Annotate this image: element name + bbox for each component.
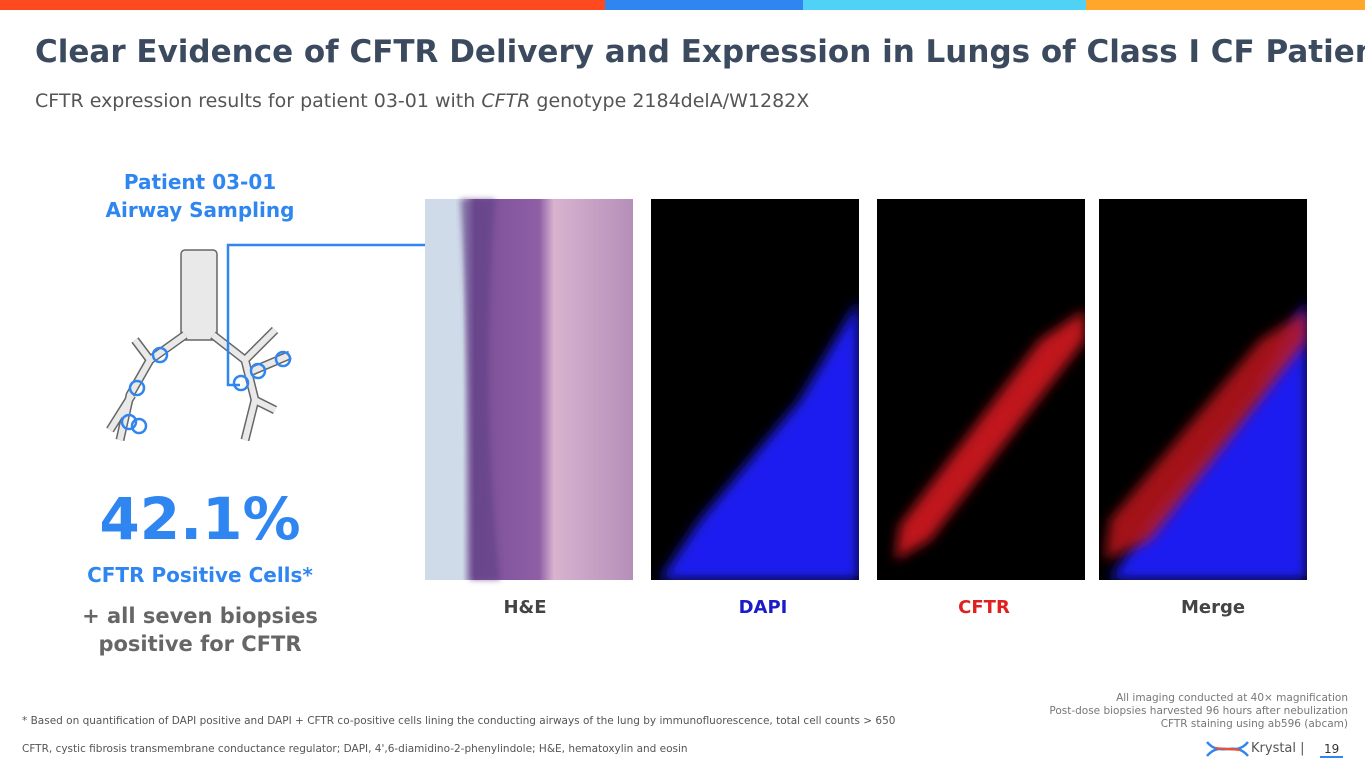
note: All imaging conducted at 40× magnificati… [1116, 692, 1348, 704]
image-label: Merge [1180, 597, 1246, 618]
page-number: 19 [1320, 742, 1344, 758]
title: Clear Evidence of CFTR Delivery and Expr… [35, 34, 1365, 70]
cftr-image [877, 199, 1085, 580]
footnote: CFTR, cystic fibrosis transmembrane cond… [22, 743, 688, 755]
footnote: * Based on quantification of DAPI positi… [22, 715, 896, 727]
note-line: + all seven biopsies [82, 604, 318, 628]
he-image [425, 199, 633, 580]
sample-sites [120, 243, 425, 435]
image-label: H&E [503, 597, 547, 618]
top-bar [0, 0, 1365, 10]
subtitle: CFTR expression results for patient 03-0… [35, 90, 809, 112]
panel-heading: Patient 03-01 Airway Sampling [80, 168, 320, 224]
notes: All imaging conducted at 40× magnificati… [1049, 692, 1348, 731]
lung-diagram [106, 249, 292, 442]
dapi-image [651, 199, 859, 580]
heading-line: Patient 03-01 [123, 170, 277, 194]
note: CFTR staining using ab596 (abcam) [1160, 718, 1348, 730]
stat: 42.1% [99, 485, 301, 553]
brand: Krystal | [1251, 741, 1305, 756]
image-label: DAPI [738, 597, 788, 618]
note-line: positive for CFTR [98, 632, 302, 656]
note: Post-dose biopsies harvested 96 hours af… [1049, 705, 1348, 717]
stat-label: CFTR Positive Cells* [87, 563, 313, 587]
heading-line: Airway Sampling [105, 198, 295, 222]
subtitle-gene: CFTR [481, 90, 531, 112]
stat-note: + all seven biopsies positive for CFTR [60, 602, 340, 658]
subtitle-text: genotype 2184delA/W1282X [536, 90, 810, 112]
merge-image [1099, 199, 1307, 580]
logo [1206, 741, 1249, 757]
subtitle-text: CFTR expression results for patient 03-0… [35, 90, 476, 112]
image-label: CFTR [958, 597, 1010, 618]
